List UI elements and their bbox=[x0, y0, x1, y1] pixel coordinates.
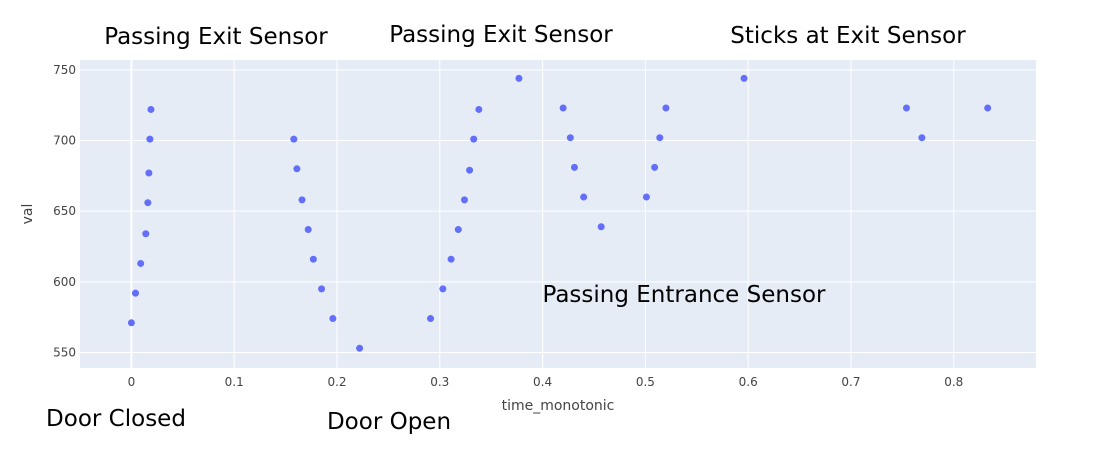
data-point bbox=[580, 193, 588, 201]
y-tick-label: 650 bbox=[53, 204, 76, 218]
grid-lines bbox=[80, 60, 1036, 368]
annotation-passing-exit-sensor-1: Passing Exit Sensor bbox=[104, 24, 328, 50]
data-point bbox=[902, 104, 910, 112]
annotation-door-closed: Door Closed bbox=[46, 406, 186, 432]
data-point bbox=[651, 163, 659, 171]
data-point bbox=[298, 196, 306, 204]
data-point bbox=[439, 285, 447, 293]
y-tick-label: 700 bbox=[53, 134, 76, 148]
plot-background bbox=[80, 60, 1036, 368]
data-point bbox=[318, 285, 326, 293]
annotation-sticks-at-exit-sensor: Sticks at Exit Sensor bbox=[730, 23, 966, 49]
data-points bbox=[127, 74, 992, 352]
data-point bbox=[515, 74, 523, 82]
data-point bbox=[566, 134, 574, 142]
data-point bbox=[597, 223, 605, 231]
data-point bbox=[304, 226, 312, 234]
x-tick-label: 0.2 bbox=[327, 375, 346, 389]
data-point bbox=[662, 104, 670, 112]
x-axis-title: time_monotonic bbox=[502, 398, 615, 414]
y-axis-title: val bbox=[20, 204, 36, 225]
data-point bbox=[427, 315, 435, 323]
tick-labels: 0 0.1 0.2 0.3 0.4 0.5 0.6 0.7 0.8 550 600 650 700 750 bbox=[53, 63, 963, 389]
data-point bbox=[329, 315, 337, 323]
x-tick-label: 0.5 bbox=[636, 375, 655, 389]
annotation-passing-exit-sensor-2: Passing Exit Sensor bbox=[389, 22, 613, 48]
x-tick-label: 0.1 bbox=[225, 375, 244, 389]
annotation-passing-entrance-sensor: Passing Entrance Sensor bbox=[543, 282, 827, 308]
data-point bbox=[293, 165, 301, 173]
y-tick-label: 750 bbox=[53, 63, 76, 77]
y-tick-label: 550 bbox=[53, 345, 76, 359]
data-point bbox=[147, 105, 155, 113]
data-point bbox=[559, 104, 567, 112]
x-tick-label: 0.6 bbox=[739, 375, 758, 389]
data-point bbox=[447, 255, 455, 263]
data-point bbox=[984, 104, 992, 112]
y-tick-label: 600 bbox=[53, 275, 76, 289]
data-point bbox=[570, 163, 578, 171]
data-point bbox=[466, 166, 474, 174]
data-point bbox=[356, 344, 364, 352]
data-point bbox=[137, 259, 145, 267]
data-point bbox=[642, 193, 650, 201]
data-point bbox=[290, 135, 298, 143]
data-point bbox=[460, 196, 468, 204]
data-point bbox=[470, 135, 478, 143]
x-tick-label: 0.8 bbox=[944, 375, 963, 389]
x-tick-label: 0 bbox=[128, 375, 136, 389]
data-point bbox=[142, 230, 150, 238]
data-point bbox=[475, 105, 483, 113]
data-point bbox=[656, 134, 664, 142]
data-point bbox=[144, 199, 152, 207]
x-tick-label: 0.4 bbox=[533, 375, 552, 389]
data-point bbox=[740, 74, 748, 82]
data-point bbox=[132, 289, 140, 297]
data-point bbox=[127, 319, 135, 327]
x-tick-label: 0.7 bbox=[841, 375, 860, 389]
data-point bbox=[146, 135, 154, 143]
data-point bbox=[918, 134, 926, 142]
annotation-door-open: Door Open bbox=[327, 409, 451, 435]
x-tick-label: 0.3 bbox=[430, 375, 449, 389]
data-point bbox=[145, 169, 153, 177]
data-point bbox=[454, 226, 462, 234]
data-point bbox=[309, 255, 317, 263]
